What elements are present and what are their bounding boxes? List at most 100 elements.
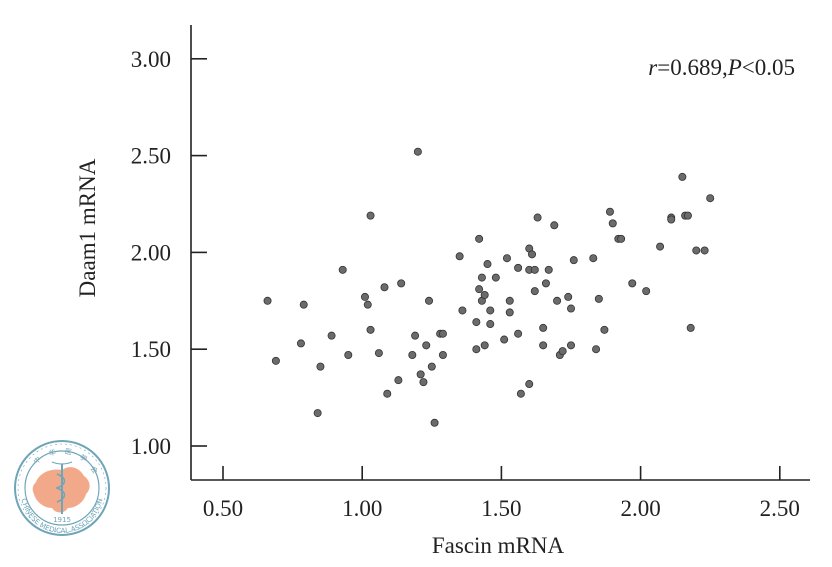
- x-tick-label: 2.00: [620, 496, 660, 521]
- y-tick-label: 1.00: [131, 434, 171, 459]
- data-point: [360, 292, 369, 301]
- data-point: [569, 256, 578, 265]
- data-point: [642, 287, 651, 296]
- data-point: [383, 389, 392, 398]
- data-point: [413, 147, 422, 156]
- data-point: [486, 306, 495, 315]
- x-axis-label: Fascin mRNA: [432, 533, 565, 558]
- data-point: [427, 362, 436, 371]
- y-axis-ticks: 1.00 1.50 2.00 2.50 3.00: [131, 47, 207, 459]
- data-point: [374, 349, 383, 358]
- data-point: [500, 335, 509, 344]
- data-point: [483, 260, 492, 269]
- data-point: [480, 341, 489, 350]
- data-point: [438, 329, 447, 338]
- data-point: [530, 287, 539, 296]
- y-tick-label: 3.00: [131, 47, 171, 72]
- data-point: [363, 300, 372, 309]
- data-point: [530, 265, 539, 274]
- y-tick-label: 1.50: [131, 337, 171, 362]
- x-tick-label: 1.00: [342, 496, 382, 521]
- data-point: [564, 292, 573, 301]
- p-symbol: P: [727, 55, 742, 80]
- data-point: [589, 254, 598, 263]
- data-point: [458, 306, 467, 315]
- x-tick-label: 2.50: [760, 496, 800, 521]
- data-point: [594, 294, 603, 303]
- svg-text:1915: 1915: [53, 516, 71, 524]
- y-tick-label: 2.50: [131, 144, 171, 169]
- data-point: [533, 213, 542, 222]
- data-point: [528, 250, 537, 259]
- data-point: [438, 351, 447, 360]
- data-point: [394, 376, 403, 385]
- data-point: [486, 320, 495, 329]
- data-point: [558, 347, 567, 356]
- data-point: [539, 323, 548, 332]
- data-point: [700, 246, 709, 255]
- data-point: [477, 273, 486, 282]
- data-point: [617, 234, 626, 243]
- data-point: [605, 207, 614, 216]
- data-point: [516, 389, 525, 398]
- data-point: [592, 345, 601, 354]
- chinese-medical-association-seal-logo: 1915 中 华 医 学 会 CHINESE MEDICAL ASSOCIATI…: [14, 440, 110, 536]
- data-point: [656, 242, 665, 251]
- data-point: [608, 219, 617, 228]
- data-point: [411, 331, 420, 340]
- data-point: [327, 331, 336, 340]
- data-point: [366, 325, 375, 334]
- data-point: [472, 318, 481, 327]
- data-point: [628, 279, 637, 288]
- svg-text:华: 华: [48, 447, 57, 458]
- data-point: [472, 345, 481, 354]
- data-point: [539, 341, 548, 350]
- data-point: [505, 308, 514, 317]
- data-point: [480, 290, 489, 299]
- data-point: [502, 254, 511, 263]
- data-point: [313, 409, 322, 418]
- x-axis-ticks: 0.50 1.00 1.50 2.00 2.50: [203, 466, 800, 521]
- data-point: [491, 273, 500, 282]
- data-point: [430, 418, 439, 427]
- data-point: [567, 341, 576, 350]
- data-point: [380, 283, 389, 292]
- r-value: =0.689,: [657, 55, 727, 80]
- axes: [190, 25, 810, 481]
- data-point: [692, 246, 701, 255]
- data-point: [686, 323, 695, 332]
- data-point: [366, 211, 375, 220]
- svg-text:医: 医: [64, 447, 72, 456]
- correlation-annotation: r=0.689,P<0.05: [648, 55, 795, 80]
- y-axis-label: Daam1 mRNA: [75, 158, 100, 297]
- svg-text:会: 会: [89, 464, 100, 475]
- data-point: [550, 221, 559, 230]
- data-point: [316, 362, 325, 371]
- data-point: [299, 300, 308, 309]
- data-point: [678, 172, 687, 181]
- data-point: [338, 265, 347, 274]
- data-point: [514, 263, 523, 272]
- data-point: [505, 296, 514, 305]
- data-point: [541, 279, 550, 288]
- data-point: [408, 351, 417, 360]
- data-point: [514, 329, 523, 338]
- p-value: <0.05: [742, 55, 795, 80]
- x-tick-label: 0.50: [203, 496, 243, 521]
- data-point: [416, 370, 425, 379]
- data-point: [419, 378, 428, 387]
- data-point: [422, 341, 431, 350]
- data-point: [425, 296, 434, 305]
- scatter-points: [263, 147, 715, 427]
- data-point: [475, 285, 484, 294]
- data-point: [296, 339, 305, 348]
- data-point: [553, 296, 562, 305]
- y-tick-label: 2.00: [131, 240, 171, 265]
- data-point: [344, 351, 353, 360]
- svg-text:中: 中: [32, 455, 43, 466]
- data-point: [475, 234, 484, 243]
- data-point: [567, 304, 576, 313]
- data-point: [397, 279, 406, 288]
- data-point: [271, 356, 280, 365]
- x-tick-label: 1.50: [481, 496, 521, 521]
